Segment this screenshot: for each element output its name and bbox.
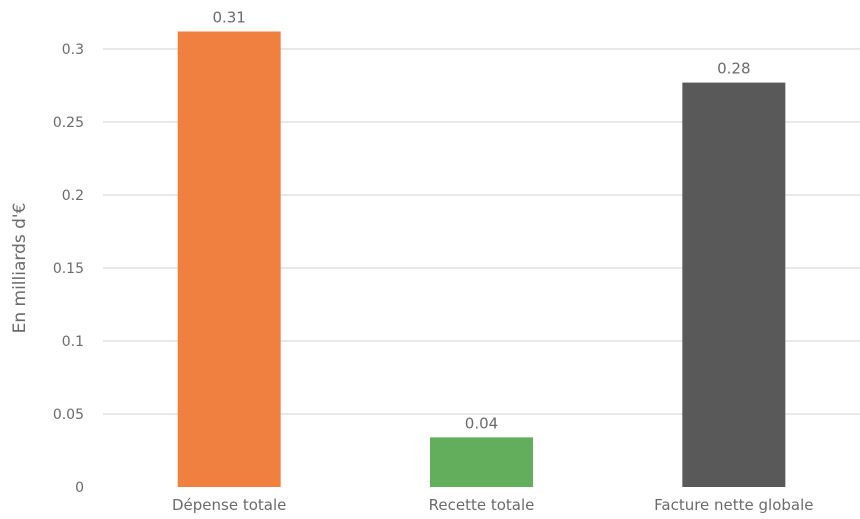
y-tick-label: 0.25 bbox=[53, 115, 84, 131]
data-labels: 0.31 0.04 0.28 bbox=[212, 8, 750, 432]
y-axis-title: En milliards d'€ bbox=[10, 203, 30, 334]
x-category-label: Recette totale bbox=[429, 496, 535, 514]
y-tick-label: 0 bbox=[75, 480, 84, 496]
y-tick-label: 0.05 bbox=[53, 407, 84, 423]
data-label: 0.28 bbox=[717, 60, 750, 78]
y-axis-ticks: 0 0.05 0.1 0.15 0.2 0.25 0.3 bbox=[53, 42, 84, 496]
y-tick-label: 0.15 bbox=[53, 261, 84, 277]
data-label: 0.04 bbox=[465, 414, 498, 432]
bars bbox=[177, 31, 786, 487]
bar bbox=[682, 82, 786, 487]
y-tick-label: 0.1 bbox=[62, 334, 84, 350]
bar bbox=[177, 31, 281, 487]
x-axis-labels: Dépense totale Recette totale Facture nett… bbox=[172, 496, 814, 514]
x-category-label: Dépense totale bbox=[172, 496, 286, 514]
bar bbox=[430, 437, 533, 487]
y-tick-label: 0.2 bbox=[62, 188, 84, 204]
data-label: 0.31 bbox=[212, 8, 245, 26]
y-tick-label: 0.3 bbox=[62, 42, 84, 58]
x-category-label: Facture nette globale bbox=[654, 496, 813, 514]
